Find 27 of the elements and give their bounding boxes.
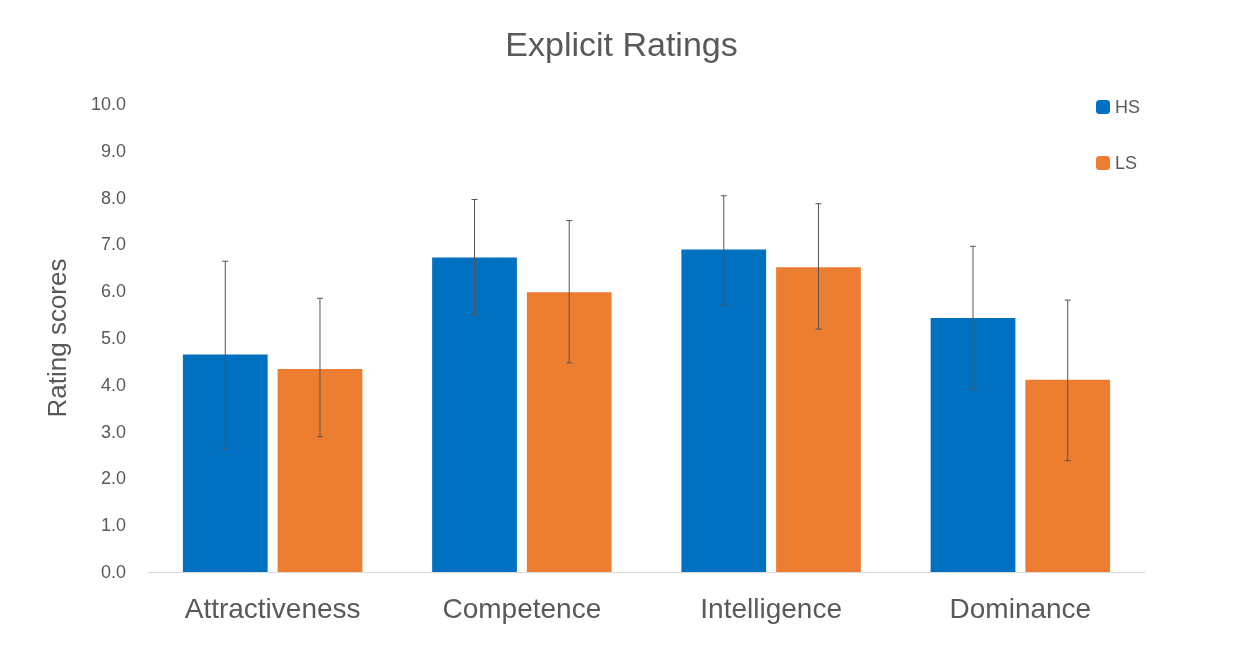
bar <box>277 368 363 572</box>
bar <box>681 249 767 572</box>
y-tick-label: 3.0 <box>100 421 126 442</box>
y-tick-label: 6.0 <box>100 281 126 302</box>
y-tick-label: 2.0 <box>100 468 126 489</box>
y-tick-label: 0.0 <box>100 562 126 582</box>
y-tick-label: 10.0 <box>90 94 126 114</box>
y-tick-label: 9.0 <box>100 140 126 161</box>
bar <box>432 257 517 572</box>
y-axis-title: Rating scores <box>42 258 72 418</box>
y-tick-label: 7.0 <box>100 234 126 255</box>
bar <box>526 292 612 572</box>
x-tick-label: Attractiveness <box>184 592 361 624</box>
bar <box>1025 379 1111 572</box>
bar <box>776 267 861 572</box>
x-tick-label: Dominance <box>949 592 1092 624</box>
y-tick-label: 1.0 <box>100 515 126 536</box>
bar <box>930 317 1016 572</box>
legend-label: LS <box>1115 153 1138 173</box>
x-tick-label: Competence <box>442 592 602 624</box>
y-tick-label: 4.0 <box>100 374 126 395</box>
bar <box>182 354 268 572</box>
chart-title: Explicit Ratings <box>505 25 738 63</box>
x-tick-label: Intelligence <box>700 592 842 624</box>
y-tick-label: 8.0 <box>100 187 126 208</box>
y-tick-label: 5.0 <box>100 328 126 348</box>
legend-label: HS <box>1115 97 1141 117</box>
